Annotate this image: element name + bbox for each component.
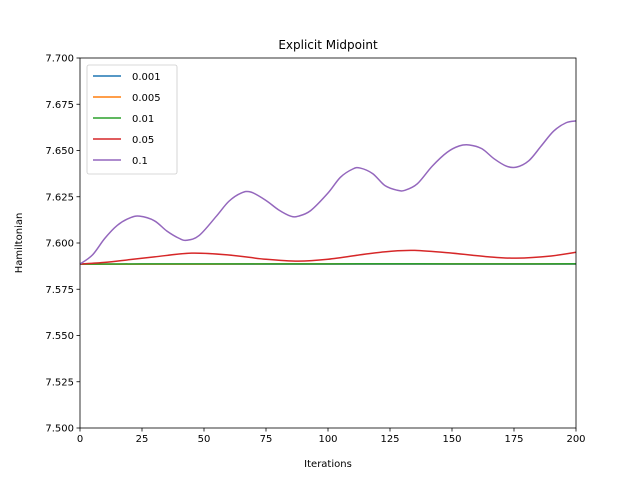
x-tick-label: 50 (198, 434, 211, 445)
x-axis-label: Iterations (304, 459, 352, 470)
y-tick-label: 7.625 (45, 192, 74, 203)
y-axis: 7.500 7.525 7.550 7.575 7.600 7.625 7.650 7.675… (45, 54, 80, 435)
x-tick-label: 150 (442, 434, 461, 445)
y-axis-label: Hamiltonian (14, 213, 25, 274)
series-layer (79, 120, 577, 265)
y-tick-label: 7.500 (45, 424, 74, 435)
y-tick-label: 7.650 (45, 146, 74, 157)
legend-box (86, 64, 178, 175)
legend-label: 0.005 (132, 93, 161, 104)
chart-title: Explicit Midpoint (278, 38, 378, 52)
y-tick-label: 7.575 (45, 285, 74, 296)
series-line-3 (79, 249, 577, 265)
y-tick-label: 7.600 (45, 239, 74, 250)
y-tick-label: 7.525 (45, 377, 74, 388)
x-tick-label: 100 (318, 434, 337, 445)
legend-label: 0.1 (132, 156, 148, 167)
x-tick-label: 75 (260, 434, 273, 445)
x-tick-label: 125 (380, 434, 399, 445)
x-tick-label: 25 (136, 434, 149, 445)
y-tick-label: 7.675 (45, 100, 74, 111)
legend: 0.001 0.005 0.01 0.05 0.1 (86, 64, 178, 175)
series-line-4 (79, 120, 577, 265)
legend-label: 0.001 (132, 72, 161, 83)
legend-label: 0.05 (132, 135, 154, 146)
x-tick-label: 200 (566, 434, 585, 445)
y-tick-label: 7.550 (45, 331, 74, 342)
x-tick-label: 175 (504, 434, 523, 445)
x-tick-label: 0 (77, 434, 83, 445)
y-tick-label: 7.700 (45, 54, 74, 65)
x-axis: 0 25 50 75 100 125 150 175 200 (77, 428, 586, 445)
legend-label: 0.01 (132, 114, 154, 125)
